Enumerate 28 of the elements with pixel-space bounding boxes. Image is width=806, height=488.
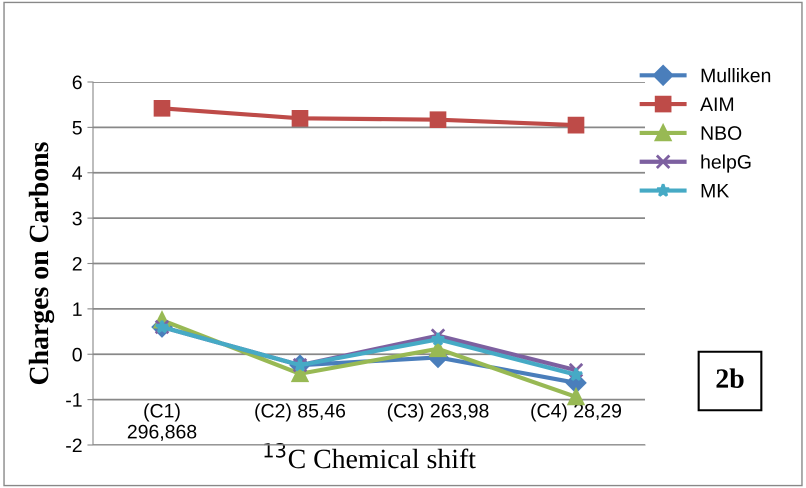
point bbox=[430, 332, 446, 346]
y-tick-label: 2 bbox=[72, 256, 82, 271]
y-axis-title: Charges on Carbons bbox=[28, 142, 54, 384]
y-tick-label: 3 bbox=[72, 212, 82, 226]
legend-label: Mulliken bbox=[702, 68, 770, 82]
legend-label: MK bbox=[702, 184, 730, 198]
y-tick-label: 1 bbox=[73, 302, 82, 316]
x-tick-label: (C1) 296,868 bbox=[128, 403, 196, 441]
y-tick-label: 0 bbox=[72, 348, 82, 362]
point bbox=[292, 110, 308, 127]
y-tick-label: -2 bbox=[66, 438, 82, 452]
point bbox=[568, 367, 584, 382]
point bbox=[568, 362, 584, 378]
y-tick-label: -1 bbox=[66, 393, 82, 407]
y-tick-label: 4 bbox=[72, 166, 82, 180]
y-tick-label: 6 bbox=[72, 75, 82, 90]
text: 2b bbox=[716, 368, 744, 388]
y-tick-label: 5 bbox=[72, 121, 82, 135]
legend-label: AIM bbox=[700, 98, 734, 111]
point bbox=[568, 116, 584, 134]
x-tick-label: (C4) 28,29 bbox=[531, 403, 622, 422]
x-tick-label: (C3) 263,98 bbox=[388, 403, 488, 422]
point bbox=[568, 388, 584, 406]
point bbox=[430, 111, 446, 128]
point bbox=[154, 100, 170, 117]
legend-label: helpG bbox=[701, 154, 751, 173]
legend-label: NBO bbox=[702, 126, 742, 140]
x-tick-label: (C2) 85,46 bbox=[255, 403, 346, 422]
